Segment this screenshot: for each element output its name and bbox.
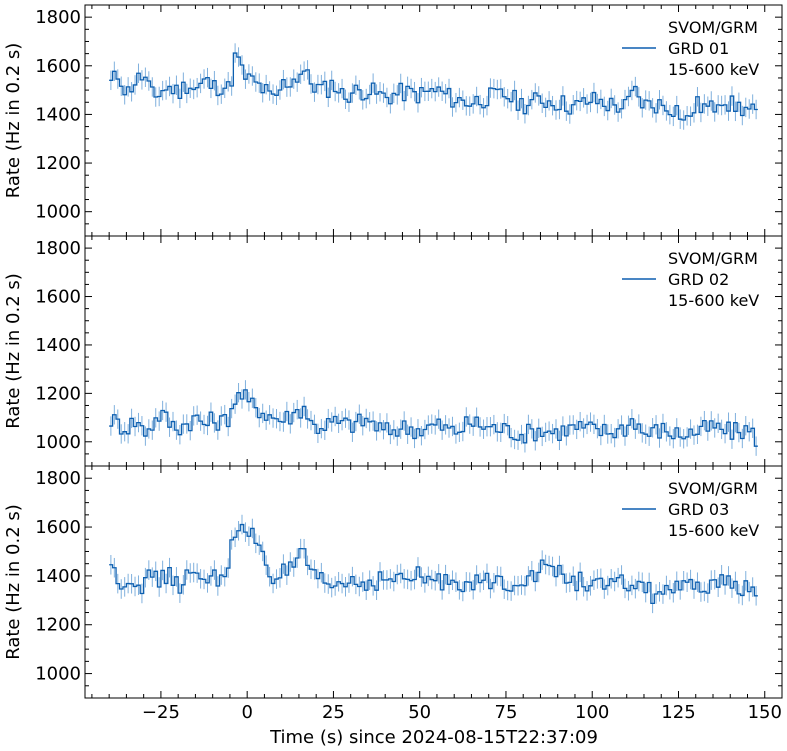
error-bars [110, 514, 757, 614]
legend-label: 15-600 keV [668, 60, 759, 79]
legend-label: GRD 02 [668, 270, 729, 289]
y-tick-label: 1600 [35, 56, 81, 77]
y-tick-label: 1400 [35, 335, 81, 356]
x-tick-label: 50 [408, 702, 431, 723]
legend-label: 15-600 keV [668, 521, 759, 540]
error-bars [110, 43, 757, 130]
y-tick-label: 1800 [35, 238, 81, 259]
panel-frame [84, 465, 783, 699]
panel-1: 1000 1200 1400 1600 1800 Rate (Hz in 0.2 s) SV… [3, 4, 783, 237]
y-tick-label: 1600 [35, 287, 81, 308]
light-curve-line [109, 52, 758, 121]
x-tick-label: 25 [322, 702, 345, 723]
y-tick-label: 1800 [35, 468, 81, 489]
legend-label: SVOM/GRM [668, 479, 758, 498]
y-axis-label: Rate (Hz in 0.2 s) [3, 504, 24, 660]
y-tick-label: 1200 [35, 383, 81, 404]
x-tick-label: 0 [241, 702, 252, 723]
y-axis-label: Rate (Hz in 0.2 s) [3, 273, 24, 429]
x-tick-label: −25 [142, 702, 180, 723]
y-tick-label: 1600 [35, 517, 81, 538]
legend-label: SVOM/GRM [668, 18, 758, 37]
error-bars [110, 380, 757, 456]
light-curve-line [109, 523, 758, 605]
y-tick-label: 1000 [35, 432, 81, 453]
y-tick-label: 1200 [35, 153, 81, 174]
x-axis-label: Time (s) since 2024-08-15T22:37:09 [269, 727, 598, 748]
panel-2: 1000 1200 1400 1600 1800 Rate (Hz in 0.2 s) SV… [3, 235, 783, 467]
y-tick-label: 1000 [35, 202, 81, 223]
y-tick-label: 1400 [35, 566, 81, 587]
y-tick-label: 1200 [35, 615, 81, 636]
x-tick-label: 150 [748, 702, 782, 723]
y-axis-label: Rate (Hz in 0.2 s) [3, 43, 24, 199]
legend-label: GRD 01 [668, 39, 729, 58]
legend-label: GRD 03 [668, 500, 729, 519]
x-tick-label: 100 [575, 702, 609, 723]
x-tick-label: 125 [661, 702, 695, 723]
legend-label: SVOM/GRM [668, 249, 758, 268]
y-tick-label: 1400 [35, 104, 81, 125]
legend-label: 15-600 keV [668, 291, 759, 310]
y-tick-label: 1800 [35, 7, 81, 28]
light-curve-line [109, 389, 758, 447]
x-tick-label: 75 [495, 702, 518, 723]
y-tick-label: 1000 [35, 664, 81, 685]
